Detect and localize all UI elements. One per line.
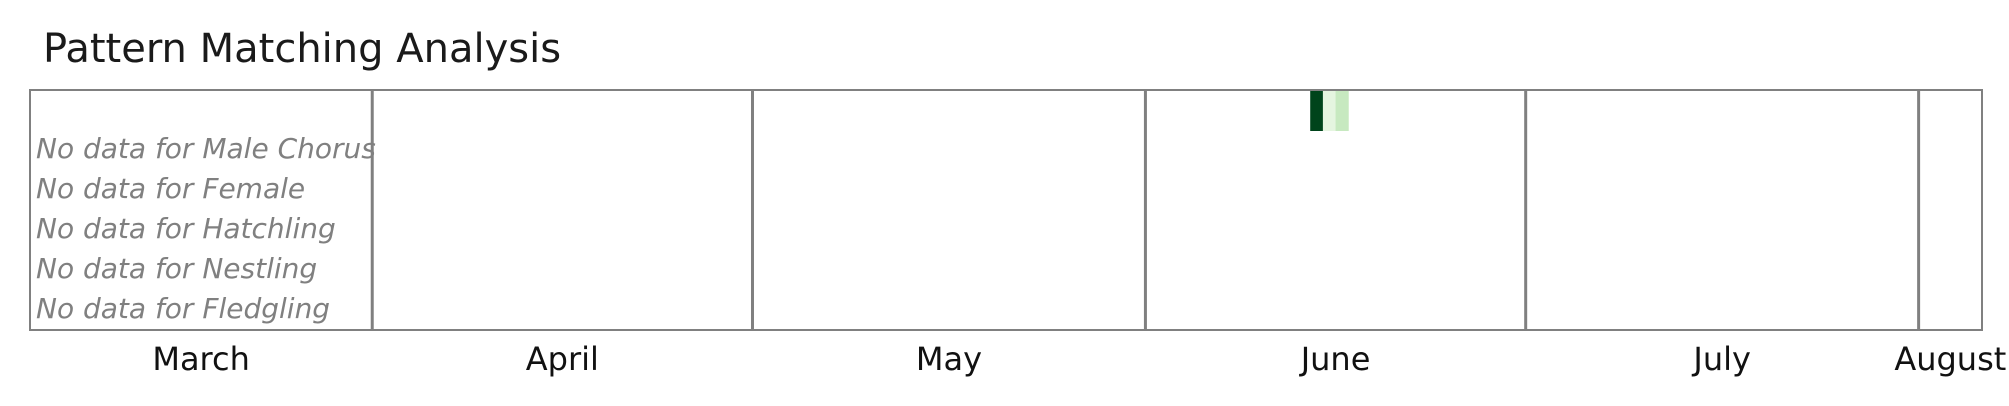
heatmap-cells [1310,91,1349,131]
chart-title: Pattern Matching Analysis [43,26,561,72]
month-labels: March April May June July August [152,340,2006,378]
month-label-june: June [1299,340,1371,378]
no-data-message: No data for Nestling [36,252,317,285]
heatmap-cell [1335,91,1349,131]
no-data-message: No data for Fledgling [36,292,330,325]
no-data-message: No data for Male Chorus [36,132,376,165]
month-label-may: May [916,340,982,378]
month-label-july: July [1691,340,1751,378]
heatmap-cell [1310,91,1324,131]
month-label-april: April [526,340,599,378]
month-label-march: March [152,340,250,378]
no-data-message: No data for Female [36,172,305,205]
no-data-message: No data for Hatchling [36,212,336,245]
no-data-messages: No data for Male Chorus No data for Femal… [36,132,376,325]
month-label-august: August [1894,340,2006,378]
plot-frame [29,89,1983,331]
heatmap-cell [1322,91,1337,131]
month-dividers [370,90,1921,330]
